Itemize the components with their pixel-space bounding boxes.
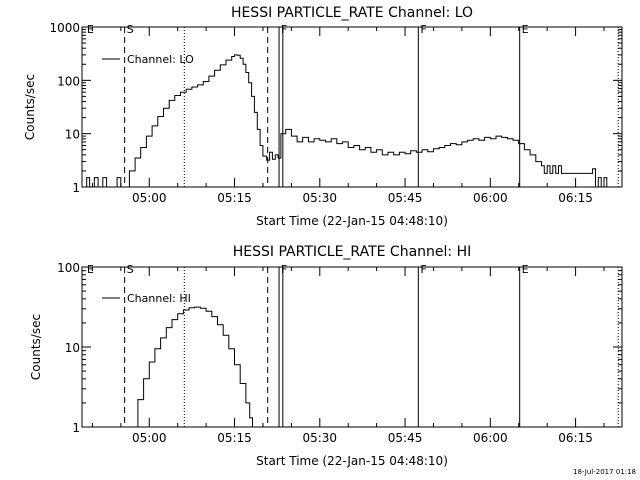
plot-frame	[81, 26, 623, 188]
legend: Channel: HI	[102, 292, 191, 305]
hi-channel-panel: HESSI PARTICLE_RATE Channel: HI Counts/s…	[29, 244, 623, 468]
marker-label: E	[522, 23, 529, 36]
y-axis-ticks: 1 10 100	[57, 261, 622, 435]
legend-label: Channel: HI	[127, 292, 191, 305]
x-axis-ticks: 05:00 05:15 05:30 05:45 06:00 06:15	[91, 267, 605, 445]
chart-title: HESSI PARTICLE_RATE Channel: HI	[233, 244, 471, 260]
series-line	[134, 306, 253, 428]
legend-label: Channel: LO	[127, 53, 194, 66]
y-tick-label: 1000	[49, 21, 80, 35]
marker-label: E	[87, 23, 94, 36]
y-tick-label: 1	[72, 181, 80, 195]
x-tick-label: 06:00	[473, 191, 508, 205]
y-tick-label: 1	[72, 421, 80, 435]
marker-label: S	[127, 263, 134, 276]
y-tick-label: 100	[57, 261, 80, 275]
timestamp: 18-Jul-2017 01:18	[573, 468, 636, 476]
series-layer	[82, 54, 608, 188]
marker-label: S	[127, 23, 134, 36]
x-tick-label: 06:00	[473, 431, 508, 445]
y-axis-label: Counts/sec	[23, 74, 37, 140]
x-tick-label: 05:15	[217, 191, 252, 205]
marker-label: E	[87, 263, 94, 276]
chart-title: HESSI PARTICLE_RATE Channel: LO	[231, 5, 473, 21]
legend: Channel: LO	[102, 53, 194, 66]
y-tick-label: 10	[65, 341, 80, 355]
y-axis-ticks: 1 10 100 1000	[49, 21, 622, 195]
marker-label: F	[420, 263, 426, 276]
marker-label: F	[281, 23, 287, 36]
x-tick-label: 05:00	[132, 431, 167, 445]
x-axis-label: Start Time (22-Jan-15 04:48:10)	[256, 214, 448, 228]
y-axis-label: Counts/sec	[29, 314, 43, 380]
x-axis-label: Start Time (22-Jan-15 04:48:10)	[256, 454, 448, 468]
marker-label: F	[281, 263, 287, 276]
y-tick-label: 10	[65, 128, 80, 142]
series-line	[82, 54, 608, 188]
x-tick-label: 05:30	[302, 431, 337, 445]
marker-label: F	[420, 23, 426, 36]
series-layer	[134, 306, 253, 428]
lo-channel-panel: HESSI PARTICLE_RATE Channel: LO Counts/s…	[23, 5, 623, 228]
x-tick-label: 05:15	[217, 431, 252, 445]
x-axis-ticks: 05:00 05:15 05:30 05:45 06:00 06:15	[91, 27, 605, 205]
x-tick-label: 05:30	[302, 191, 337, 205]
marker-label: E	[522, 263, 529, 276]
x-tick-label: 05:45	[388, 431, 423, 445]
x-tick-label: 05:45	[388, 191, 423, 205]
x-tick-label: 06:15	[558, 431, 593, 445]
plot-frame	[81, 266, 623, 428]
x-tick-label: 06:15	[558, 191, 593, 205]
y-tick-label: 100	[57, 74, 80, 88]
x-tick-label: 05:00	[132, 191, 167, 205]
